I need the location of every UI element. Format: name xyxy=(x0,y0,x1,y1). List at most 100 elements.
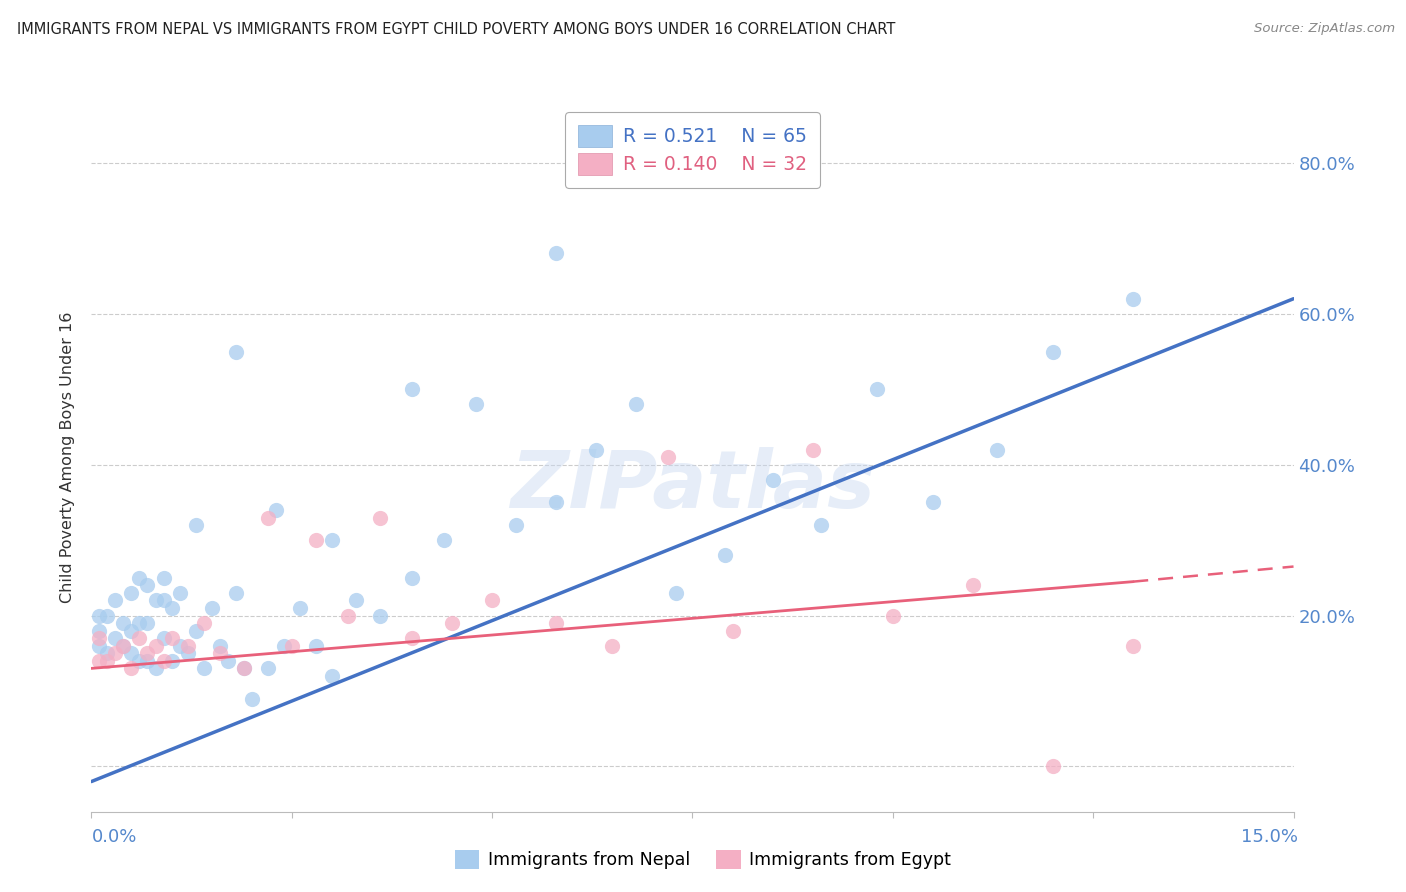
Point xyxy=(121,586,143,600)
Point xyxy=(1042,759,1064,773)
Point xyxy=(232,661,254,675)
Point xyxy=(89,654,111,668)
Y-axis label: Child Poverty Among Boys Under 16: Child Poverty Among Boys Under 16 xyxy=(60,311,76,603)
Point xyxy=(128,616,150,631)
Point xyxy=(145,593,167,607)
Point xyxy=(112,639,135,653)
Point xyxy=(121,661,143,675)
Point xyxy=(160,654,183,668)
Point xyxy=(721,624,744,638)
Point xyxy=(305,533,328,548)
Point xyxy=(481,593,503,607)
Point xyxy=(208,646,231,660)
Point xyxy=(176,639,198,653)
Point xyxy=(112,639,135,653)
Point xyxy=(193,661,215,675)
Point xyxy=(193,616,215,631)
Point xyxy=(986,442,1008,457)
Point xyxy=(585,442,607,457)
Point xyxy=(256,661,278,675)
Text: ZIPatlas: ZIPatlas xyxy=(510,447,875,524)
Point xyxy=(104,593,127,607)
Point xyxy=(96,646,118,660)
Text: 0.0%: 0.0% xyxy=(91,828,136,846)
Point xyxy=(96,654,118,668)
Point xyxy=(104,646,127,660)
Point xyxy=(336,608,359,623)
Point xyxy=(321,669,343,683)
Point xyxy=(152,571,174,585)
Point xyxy=(225,586,247,600)
Point xyxy=(713,548,735,562)
Point xyxy=(136,616,159,631)
Point xyxy=(89,624,111,638)
Point xyxy=(136,578,159,592)
Legend: Immigrants from Nepal, Immigrants from Egypt: Immigrants from Nepal, Immigrants from E… xyxy=(449,843,957,876)
Point xyxy=(546,616,568,631)
Point xyxy=(368,510,391,524)
Point xyxy=(136,654,159,668)
Point xyxy=(184,518,207,533)
Point xyxy=(256,510,278,524)
Point xyxy=(546,246,568,260)
Point xyxy=(546,495,568,509)
Point xyxy=(465,397,488,411)
Point xyxy=(657,450,679,465)
Point xyxy=(344,593,367,607)
Point xyxy=(281,639,304,653)
Legend: R = 0.521    N = 65, R = 0.140    N = 32: R = 0.521 N = 65, R = 0.140 N = 32 xyxy=(565,112,820,188)
Point xyxy=(922,495,945,509)
Point xyxy=(176,646,198,660)
Point xyxy=(440,616,463,631)
Point xyxy=(401,382,423,396)
Point xyxy=(368,608,391,623)
Point xyxy=(89,608,111,623)
Point xyxy=(201,601,224,615)
Point xyxy=(232,661,254,675)
Point xyxy=(169,639,191,653)
Point xyxy=(810,518,832,533)
Point xyxy=(89,639,111,653)
Point xyxy=(225,344,247,359)
Point xyxy=(128,571,150,585)
Point xyxy=(145,639,167,653)
Point xyxy=(184,624,207,638)
Point xyxy=(89,631,111,645)
Text: Source: ZipAtlas.com: Source: ZipAtlas.com xyxy=(1254,22,1395,36)
Point xyxy=(128,654,150,668)
Point xyxy=(401,571,423,585)
Point xyxy=(626,397,648,411)
Point xyxy=(1122,292,1144,306)
Point xyxy=(160,631,183,645)
Point xyxy=(240,691,263,706)
Point xyxy=(152,631,174,645)
Point xyxy=(104,631,127,645)
Point xyxy=(321,533,343,548)
Point xyxy=(264,503,287,517)
Point xyxy=(128,631,150,645)
Point xyxy=(112,616,135,631)
Point xyxy=(1122,639,1144,653)
Point xyxy=(762,473,785,487)
Point xyxy=(305,639,328,653)
Point xyxy=(152,593,174,607)
Point xyxy=(962,578,984,592)
Point xyxy=(160,601,183,615)
Point xyxy=(145,661,167,675)
Point xyxy=(169,586,191,600)
Point xyxy=(121,624,143,638)
Point xyxy=(208,639,231,653)
Point xyxy=(273,639,295,653)
Point xyxy=(866,382,889,396)
Point xyxy=(136,646,159,660)
Point xyxy=(665,586,688,600)
Point xyxy=(96,608,118,623)
Text: 15.0%: 15.0% xyxy=(1240,828,1298,846)
Point xyxy=(1042,344,1064,359)
Point xyxy=(288,601,311,615)
Point xyxy=(217,654,239,668)
Point xyxy=(433,533,456,548)
Point xyxy=(121,646,143,660)
Point xyxy=(882,608,904,623)
Point xyxy=(602,639,624,653)
